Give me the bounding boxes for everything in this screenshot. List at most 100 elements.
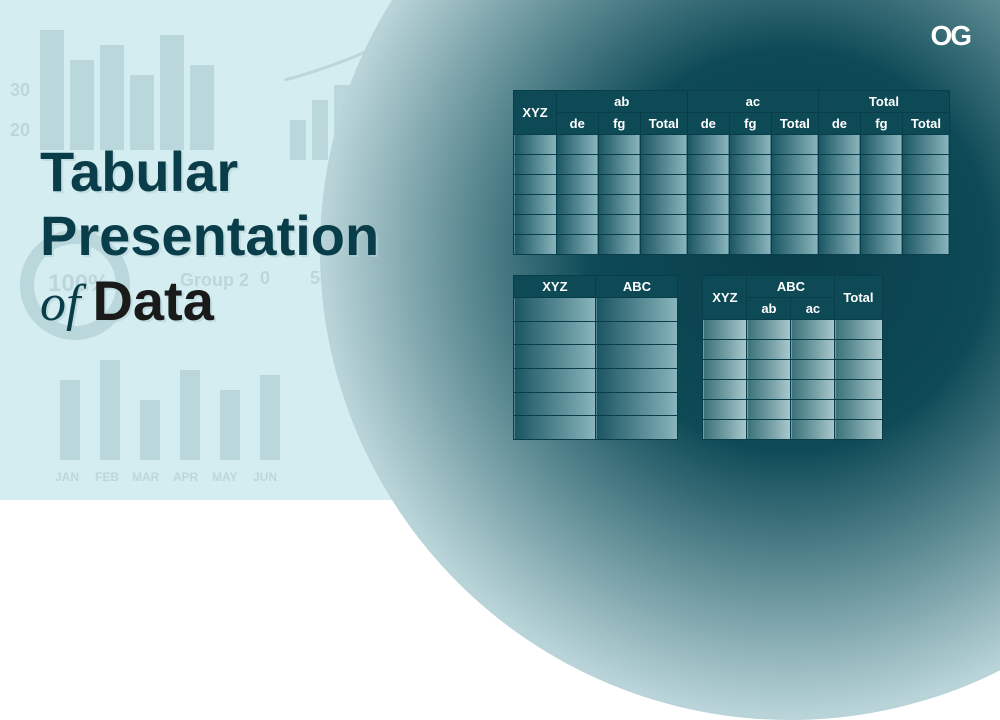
table-cell: [747, 400, 791, 420]
table-cell: [902, 175, 949, 195]
table-cell: [771, 235, 818, 255]
group-abc: ABC: [747, 276, 835, 298]
table-cell: [771, 215, 818, 235]
bg-label: FEB: [95, 470, 119, 484]
title-line-2: Presentation: [40, 204, 379, 268]
table-cell: [791, 420, 835, 440]
sub-fg: fg: [598, 113, 640, 135]
bg-label: MAR: [132, 470, 159, 484]
col-xyz: XYZ: [514, 91, 556, 135]
table-row: [514, 321, 678, 345]
table-cell: [835, 380, 882, 400]
sub-de: de: [687, 113, 729, 135]
table-cell: [687, 235, 729, 255]
table-cell: [703, 400, 747, 420]
table-cell: [860, 235, 902, 255]
table-cell: [640, 135, 687, 155]
table-row: [703, 340, 882, 360]
table-cell: [771, 155, 818, 175]
table-cell: [860, 215, 902, 235]
table-row: [703, 320, 882, 340]
table-cell: [703, 320, 747, 340]
table-cell: [640, 215, 687, 235]
table-cell: [860, 175, 902, 195]
group-total: Total: [818, 91, 949, 113]
table-cell: [596, 298, 678, 322]
table-cell: [687, 215, 729, 235]
table-cell: [771, 135, 818, 155]
table-row: [514, 195, 950, 215]
table-cell: [514, 345, 596, 369]
table-cell: [514, 368, 596, 392]
table-cell: [835, 340, 882, 360]
group-ac: ac: [687, 91, 818, 113]
table-cell: [598, 155, 640, 175]
group-ab: ab: [556, 91, 687, 113]
table-row: [514, 368, 678, 392]
bg-label: JUN: [253, 470, 277, 484]
table-cell: [596, 392, 678, 416]
table-cell: [598, 175, 640, 195]
table-cell: [514, 215, 556, 235]
table-cell: [771, 175, 818, 195]
table-cell: [747, 380, 791, 400]
table-cell: [791, 360, 835, 380]
table-cell: [791, 380, 835, 400]
bg-label: MAY: [212, 470, 238, 484]
table-main: XYZ ab ac Total de fg Total de fg Total …: [513, 90, 950, 255]
title-data: Data: [92, 269, 213, 332]
table-cell: [703, 420, 747, 440]
table-cell: [771, 195, 818, 215]
table-cell: [556, 235, 598, 255]
table-cell: [556, 195, 598, 215]
table-cell: [556, 135, 598, 155]
table-cell: [791, 400, 835, 420]
table-cell: [791, 340, 835, 360]
table-cell: [747, 360, 791, 380]
table-cell: [818, 175, 860, 195]
table-cell: [729, 215, 771, 235]
table-cell: [703, 380, 747, 400]
table-cell: [729, 235, 771, 255]
table-cell: [818, 215, 860, 235]
table-row: [514, 135, 950, 155]
table-cell: [703, 360, 747, 380]
table-cell: [514, 155, 556, 175]
bg-label: 30: [10, 80, 30, 101]
sub-de: de: [818, 113, 860, 135]
col-total: Total: [835, 276, 882, 320]
table-row: [514, 298, 678, 322]
table-cell: [598, 135, 640, 155]
table-cell: [596, 368, 678, 392]
col-xyz: XYZ: [514, 276, 596, 298]
table-cell: [729, 195, 771, 215]
table-cell: [598, 235, 640, 255]
table-simple: XYZ ABC: [513, 275, 678, 440]
table-row: [514, 416, 678, 440]
table-cell: [835, 420, 882, 440]
table-cell: [860, 195, 902, 215]
table-cell: [514, 392, 596, 416]
table-row: [514, 175, 950, 195]
table-cell: [747, 420, 791, 440]
infographic-canvas: 30 20 100% Group 2 0 50 JAN FEB MAR APR …: [0, 0, 1000, 500]
sub-fg: fg: [860, 113, 902, 135]
table-cell: [703, 340, 747, 360]
table-cell: [791, 320, 835, 340]
table-row: [514, 155, 950, 175]
table-cell: [902, 215, 949, 235]
table-cell: [596, 321, 678, 345]
col-abc: ABC: [596, 276, 678, 298]
table-cell: [514, 321, 596, 345]
table-row: [703, 420, 882, 440]
table-cell: [598, 195, 640, 215]
table-cell: [729, 155, 771, 175]
sub-ac: ac: [791, 298, 835, 320]
table-cell: [835, 320, 882, 340]
table-cell: [640, 175, 687, 195]
table-cell: [729, 175, 771, 195]
table-cell: [902, 155, 949, 175]
table-cell: [818, 235, 860, 255]
table-row: [514, 235, 950, 255]
title-line-1: Tabular: [40, 140, 379, 204]
